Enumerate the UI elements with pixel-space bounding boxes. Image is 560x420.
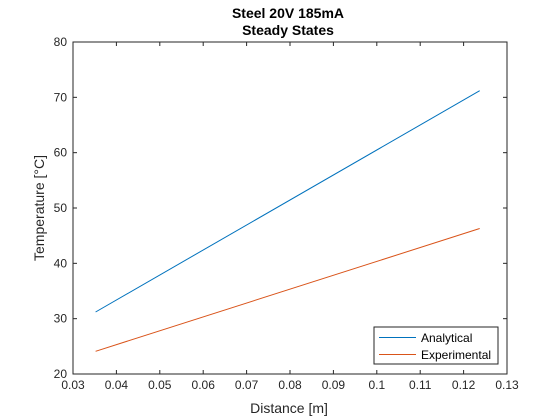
x-tick-label: 0.09 xyxy=(322,378,346,392)
plot-background xyxy=(73,42,507,374)
chart-title: Steel 20V 185mA xyxy=(232,5,344,21)
series-line-analytical xyxy=(95,90,480,313)
x-tick-label: 0.03 xyxy=(61,378,85,392)
legend-label-analytical: Analytical xyxy=(421,331,472,345)
axes-layer: 0.03 0.04 0.05 0.06 0.07 0.08 0.09 0.1 0.11 0.12 0… xyxy=(54,35,519,392)
y-tick-label: 60 xyxy=(54,146,68,160)
x-axis-label: Distance [m] xyxy=(250,400,328,416)
y-tick-label: 50 xyxy=(54,201,68,215)
x-tick-label: 0.04 xyxy=(105,378,129,392)
x-tick-label: 0.05 xyxy=(148,378,172,392)
x-tick-label: 0.11 xyxy=(409,378,432,392)
y-tick-label: 70 xyxy=(54,90,68,104)
x-tick-label: 0.08 xyxy=(278,378,302,392)
y-axis-label: Temperature [°C] xyxy=(31,155,47,261)
y-tick-label: 40 xyxy=(54,256,68,270)
x-tick-label: 0.1 xyxy=(368,378,385,392)
legend-box xyxy=(373,326,499,365)
series-line-experimental xyxy=(95,228,480,352)
x-tick-label: 0.12 xyxy=(452,378,476,392)
legend-label-experimental: Experimental xyxy=(421,348,491,362)
plot-area xyxy=(73,42,507,374)
series-layer xyxy=(95,90,480,352)
y-tick-label: 30 xyxy=(54,312,68,326)
y-tick-label: 80 xyxy=(54,35,68,49)
x-tick-label: 0.13 xyxy=(495,378,519,392)
x-tick-label: 0.06 xyxy=(192,378,216,392)
chart-subtitle: Steady States xyxy=(242,22,334,38)
y-tick-label: 20 xyxy=(54,367,68,381)
legend: Analytical Experimental xyxy=(373,326,499,365)
x-tick-label: 0.07 xyxy=(235,378,259,392)
